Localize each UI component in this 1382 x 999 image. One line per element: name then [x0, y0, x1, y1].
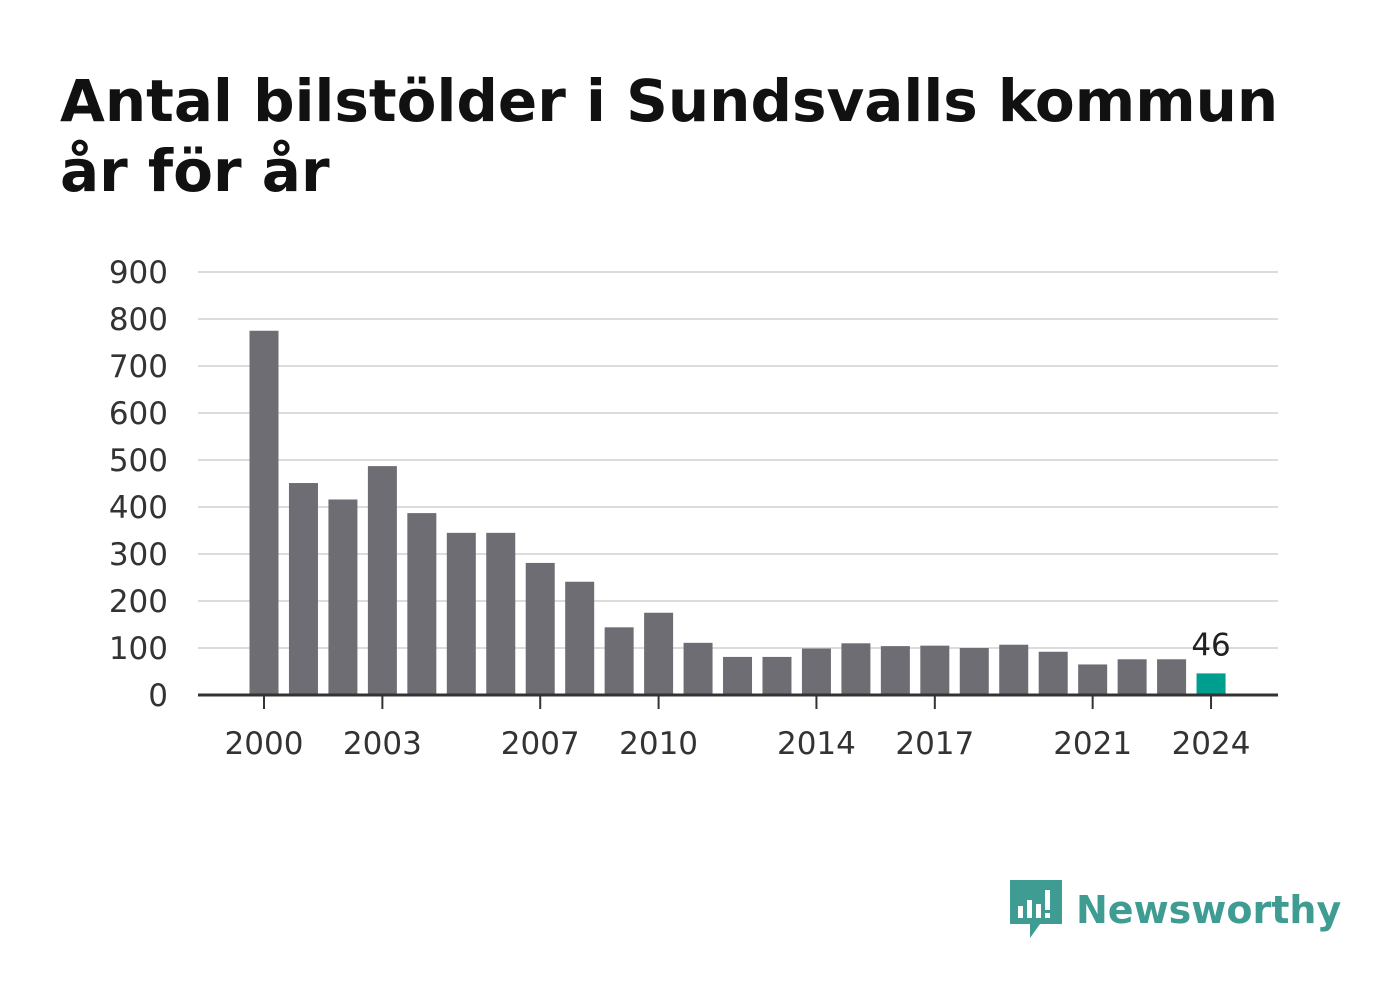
bar-2003	[367, 466, 397, 695]
bar-2009	[604, 627, 634, 695]
bar-2010	[644, 612, 674, 695]
chart-title: Antal bilstölder i Sundsvalls kommun år …	[60, 67, 1279, 205]
bar-2020	[1038, 651, 1068, 695]
bar-2001	[288, 483, 318, 695]
y-tick-label-600: 600	[109, 396, 168, 432]
x-tick-label-2007: 2007	[501, 726, 580, 762]
y-tick-label-500: 500	[109, 443, 168, 479]
bar-2023	[1157, 659, 1187, 695]
brand-name: Newsworthy	[1076, 888, 1342, 932]
bar-2017	[920, 645, 950, 695]
y-tick-label-300: 300	[109, 537, 168, 573]
bar-2018	[959, 648, 989, 695]
bar-2002	[328, 499, 358, 695]
bar-2024	[1196, 673, 1226, 695]
x-tick-label-2014: 2014	[777, 726, 856, 762]
y-axis-ticks: 0 100 200 300 400 500 600 700 800 900	[109, 255, 168, 714]
x-tick-label-2010: 2010	[619, 726, 698, 762]
bar-2022	[1117, 659, 1147, 695]
bar-2019	[999, 644, 1029, 695]
newsworthy-icon	[1010, 880, 1062, 938]
newsworthy-logo: Newsworthy	[1010, 878, 1341, 942]
bar-2013	[762, 656, 792, 695]
y-tick-label-100: 100	[109, 631, 168, 667]
bar-2015	[841, 643, 871, 695]
bar-2014	[801, 648, 831, 695]
x-tick-label-2003: 2003	[343, 726, 422, 762]
bars	[249, 330, 1226, 695]
bar-2016	[880, 646, 910, 695]
y-tick-label-0: 0	[148, 678, 168, 714]
bar-2005	[446, 532, 476, 695]
y-tick-label-800: 800	[109, 302, 168, 338]
y-tick-label-900: 900	[109, 255, 168, 291]
data-labels: 46	[1191, 627, 1230, 663]
bar-2011	[683, 642, 713, 695]
bar-2012	[723, 656, 753, 695]
y-tick-label-400: 400	[109, 490, 168, 526]
x-tick-label-2000: 2000	[225, 726, 304, 762]
bar-2008	[565, 581, 595, 695]
x-tick-label-2021: 2021	[1053, 726, 1132, 762]
data-label-2024: 46	[1191, 627, 1230, 663]
bar-2004	[407, 513, 437, 695]
gridlines	[198, 271, 1278, 649]
bar-2021	[1078, 664, 1108, 695]
y-tick-label-200: 200	[109, 584, 168, 620]
y-tick-label-700: 700	[109, 349, 168, 385]
bar-2000	[249, 330, 279, 695]
x-axis-ticks: 2000 2003 2007 2010 2014 2017 2021 2024	[225, 695, 1251, 762]
x-tick-label-2017: 2017	[895, 726, 974, 762]
x-tick-label-2024: 2024	[1172, 726, 1251, 762]
bar-2007	[525, 562, 555, 695]
bar-2006	[486, 532, 516, 695]
